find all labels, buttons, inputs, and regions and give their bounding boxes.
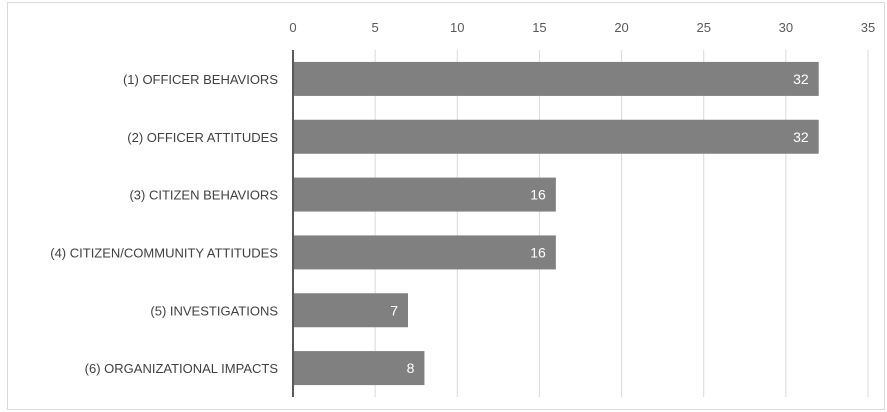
data-label: 7 [390,302,398,318]
bar [293,351,425,386]
x-tick-label: 15 [532,20,546,35]
x-tick-label: 0 [289,20,296,35]
x-axis-ticks: 0 5 10 15 20 25 30 35 [289,20,875,35]
data-label: 32 [793,71,809,87]
x-tick-label: 10 [450,20,464,35]
bars: 32 32 16 16 7 8 [293,61,819,386]
bar [293,177,556,212]
category-label: (1) OFFICER BEHAVIORS [123,72,278,87]
data-label: 16 [530,244,546,260]
category-label: (2) OFFICER ATTITUDES [127,130,278,145]
bar [293,61,819,96]
x-tick-label: 30 [779,20,793,35]
data-label: 16 [530,187,546,203]
bar [293,235,556,270]
x-tick-label: 20 [614,20,628,35]
category-label: (3) CITIZEN BEHAVIORS [129,188,278,203]
bar [293,119,819,154]
bar [293,293,408,328]
data-label: 32 [793,129,809,145]
x-tick-label: 35 [861,20,875,35]
x-tick-label: 5 [372,20,379,35]
category-label: (4) CITIZEN/COMMUNITY ATTITUDES [50,245,278,260]
category-label: (6) ORGANIZATIONAL IMPACTS [85,361,279,376]
x-tick-label: 25 [696,20,710,35]
category-labels: (1) OFFICER BEHAVIORS (2) OFFICER ATTITUD… [50,72,278,376]
gridlines [374,50,869,397]
category-label: (5) INVESTIGATIONS [150,303,278,318]
data-label: 8 [407,360,415,376]
